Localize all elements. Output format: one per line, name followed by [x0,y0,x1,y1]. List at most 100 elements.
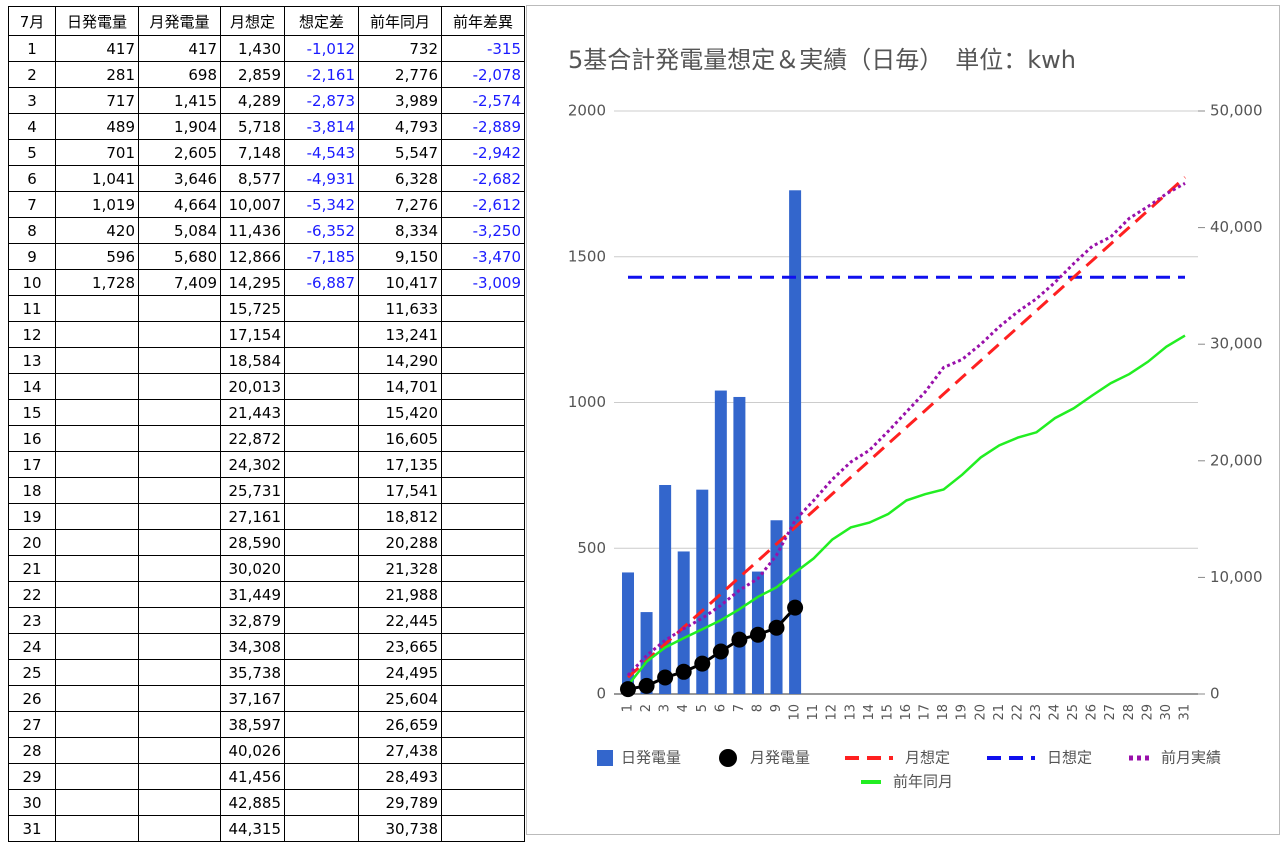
x-tick-label: 11 [806,704,821,721]
table-cell: 281 [55,61,139,88]
x-tick-label: 17 [918,704,933,721]
table-row: 20 28,590 20,288 [8,529,525,556]
y2-tick-label: 50,000 [1210,102,1263,120]
table-cell [55,555,139,582]
table-cell: 4,664 [138,191,221,218]
table-cell: 23 [8,607,56,634]
table-cell [138,373,221,400]
table-cell: 22 [8,581,56,608]
table-cell: 40,026 [220,737,285,764]
legend-label: 月発電量 [750,749,810,767]
table-row: 7 1,019 4,664 10,007 -5,342 7,276 -2,612 [8,191,525,218]
table-cell: -315 [441,35,525,62]
table-cell [138,399,221,426]
x-tick-label: 28 [1122,704,1137,721]
table-cell [284,789,359,816]
table-cell: -6,352 [284,217,359,244]
x-tick-label: 22 [1010,704,1025,721]
marker [694,655,711,672]
x-tick-label: 20 [973,704,988,721]
table-row: 16 22,872 16,605 [8,425,525,452]
table-cell [55,347,139,374]
y2-tick-label: 20,000 [1210,451,1263,469]
marker [638,677,655,694]
table-cell: 8,334 [358,217,442,244]
table-cell [138,633,221,660]
table-cell [55,607,139,634]
table-body: 1 417 417 1,430 -1,012 732 -315 2 281 698 2,859 -2,… [8,35,525,842]
table-cell [138,451,221,478]
table-cell: 17,135 [358,451,442,478]
table-cell: 698 [138,61,221,88]
table-cell: 3 [8,87,56,114]
table-row: 3 717 1,415 4,289 -2,873 3,989 -2,574 [8,87,525,114]
x-tick-label: 7 [732,704,747,712]
table-cell: 3,989 [358,87,442,114]
table-cell: 24,302 [220,451,285,478]
table-cell: -3,470 [441,243,525,270]
table-row: 17 24,302 17,135 [8,451,525,478]
table-cell [55,373,139,400]
legend-label: 月想定 [905,749,950,767]
table-cell [55,581,139,608]
table-cell [284,815,359,842]
table-row: 6 1,041 3,646 8,577 -4,931 6,328 -2,682 [8,165,525,192]
table-cell: 417 [138,35,221,62]
table-cell: -2,889 [441,113,525,140]
y-tick-label: 0 [596,685,606,703]
table-cell: 11,633 [358,295,442,322]
y-tick-label: 1000 [568,393,606,411]
table-row: 19 27,161 18,812 [8,503,525,530]
table-cell: -2,612 [441,191,525,218]
y-tick-label: 1500 [568,247,606,265]
legend-swatch [719,749,737,767]
line [627,606,797,691]
header-cell: 前年同月 [358,6,442,36]
table-cell: 41,456 [220,763,285,790]
table-row: 1 417 417 1,430 -1,012 732 -315 [8,35,525,62]
table-row: 14 20,013 14,701 [8,373,525,400]
table-cell [284,503,359,530]
table-cell: 26 [8,685,56,712]
table-cell: 2,605 [138,139,221,166]
table-cell: 16,605 [358,425,442,452]
table-cell: 6,328 [358,165,442,192]
line [627,334,1186,687]
header-cell: 日発電量 [55,6,139,36]
table-cell [441,295,525,322]
table-cell: 1,728 [55,269,139,296]
chart: 5基合計発電量想定＆実績（日毎） 単位：kwh 0 500 1000 1500 2000… [568,46,1263,791]
table-cell [138,477,221,504]
table-cell: -2,574 [441,87,525,114]
table-cell [138,659,221,686]
table-cell: -4,543 [284,139,359,166]
table-row: 12 17,154 13,241 [8,321,525,348]
table-cell [441,737,525,764]
table-cell: 13,241 [358,321,442,348]
table-cell: 21,328 [358,555,442,582]
table-cell: 6 [8,165,56,192]
table-cell [138,555,221,582]
table-cell: 18 [8,477,56,504]
x-tick-label: 14 [862,704,877,721]
table-cell: 25,604 [358,685,442,712]
table-row: 21 30,020 21,328 [8,555,525,582]
y2-tick-label: 10,000 [1210,568,1263,586]
table-cell: -6,887 [284,269,359,296]
table-cell [441,763,525,790]
table-row: 23 32,879 22,445 [8,607,525,634]
table-cell: 14,295 [220,269,285,296]
table-cell [284,633,359,660]
x-tick-label: 29 [1140,704,1155,721]
table-cell: 25 [8,659,56,686]
table-cell [55,737,139,764]
bar [733,396,746,694]
table-cell [138,503,221,530]
bar [677,551,690,694]
table-cell: 1,019 [55,191,139,218]
table-cell: -2,161 [284,61,359,88]
table-cell: 35,738 [220,659,285,686]
table-cell: 32,879 [220,607,285,634]
chart-panel: 5基合計発電量想定＆実績（日毎） 単位：kwh 0 500 1000 1500 2000… [526,5,1280,835]
x-tick-label: 21 [992,704,1007,721]
